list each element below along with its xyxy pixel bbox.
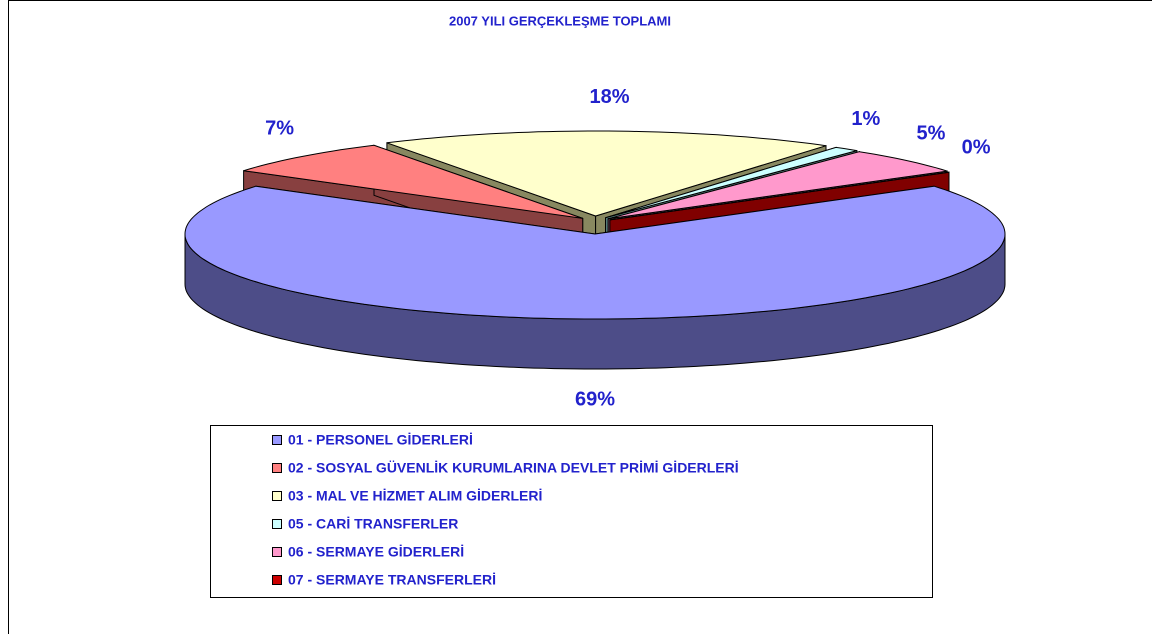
slice [607,151,948,220]
legend-label: 01 - PERSONEL GİDERLERİ [288,432,473,448]
data-label: 1% [851,108,880,130]
frame [8,0,1152,634]
legend-swatch [272,519,282,529]
slice [243,144,583,219]
legend-items: 01 - PERSONEL GİDERLERİ 02 - SOSYAL GÜVEN… [272,432,739,588]
data-label: 69% [575,389,615,411]
legend-label: 06 - SERMAYE GİDERLERİ [288,544,464,560]
slice [184,185,1006,320]
data-label: 0% [962,137,991,159]
legend-swatch [272,491,282,501]
chart-title: 2007 YILI GERÇEKLEŞME TOPLAMI [449,13,671,28]
data-label: 18% [589,86,629,108]
slice [609,171,950,221]
legend-swatch [272,575,282,585]
slice [386,130,827,217]
legend-label: 05 - CARİ TRANSFERLER [288,516,458,532]
legend-label: 02 - SOSYAL GÜVENLİK KURUMLARINA DEVLET … [288,460,739,476]
data-label: 7% [265,117,294,139]
legend-swatch [272,547,282,557]
legend-label: 07 - SERMAYE TRANSFERLERİ [288,572,496,588]
legend-label: 03 - MAL VE HİZMET ALIM GİDERLERİ [288,488,542,504]
pie [184,130,1006,370]
data-label: 5% [916,122,945,144]
slice [605,146,858,219]
legend [210,425,933,598]
legend-swatch [272,435,282,445]
legend-swatch [272,463,282,473]
